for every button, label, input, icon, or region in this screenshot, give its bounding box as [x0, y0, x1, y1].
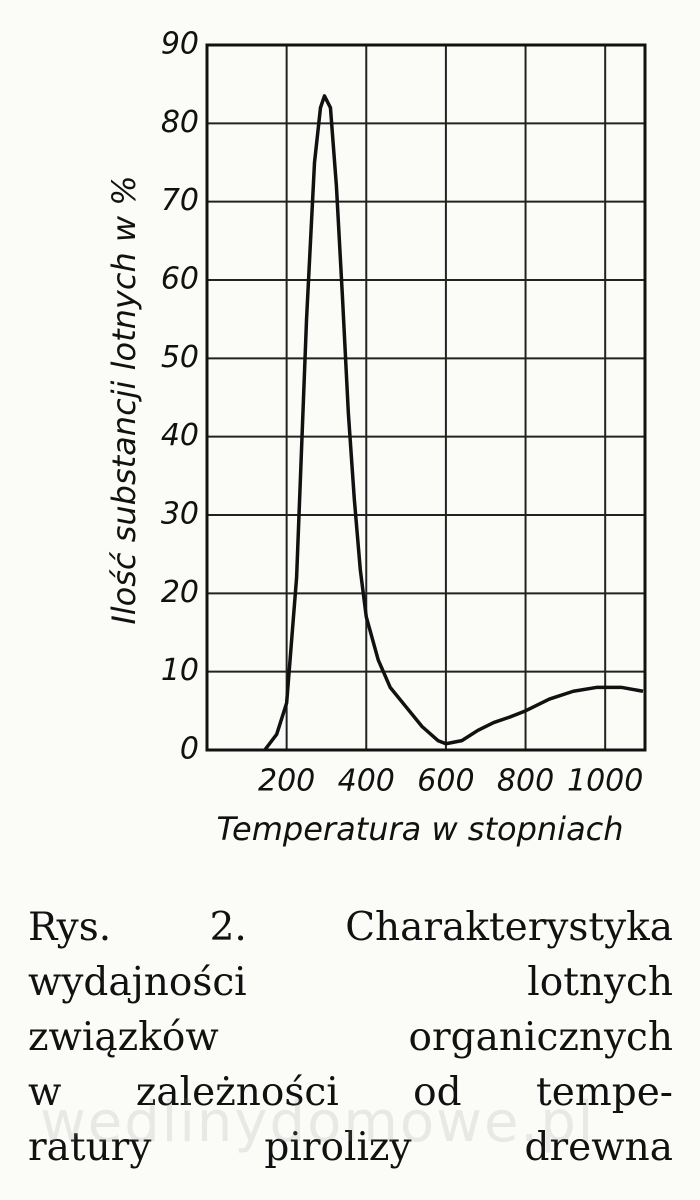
y-axis-label: Ilość substancji lotnych w %	[105, 175, 143, 624]
y-tick-label: 30	[161, 497, 199, 532]
y-tick-label: 80	[161, 105, 199, 140]
y-tick-label: 70	[161, 183, 199, 218]
x-tick-label: 600	[417, 764, 474, 799]
y-tick-label: 40	[161, 418, 199, 453]
y-tick-label: 50	[161, 340, 199, 375]
caption: Rys. 2. Charakterystyka wydajności lotnyc…	[28, 900, 673, 1175]
caption-line: w zależności od tempe-	[28, 1070, 673, 1115]
chart: Temperatura w stopniach Ilość substancji…	[105, 27, 647, 848]
y-tick-label: 0	[180, 732, 199, 767]
caption-line: Rys. 2. Charakterystyka	[28, 905, 673, 950]
caption-line: ratury pirolizy drewna	[28, 1125, 673, 1170]
y-tick-label: 90	[161, 27, 199, 62]
x-tick-label: 400	[338, 764, 395, 799]
caption-line: związków organicznych	[28, 1015, 673, 1060]
x-tick-label: 1000	[567, 764, 643, 799]
y-tick-label: 20	[161, 575, 199, 610]
data-line	[263, 94, 644, 752]
y-tick-label: 10	[161, 653, 199, 688]
x-axis-label: Temperatura w stopniach	[216, 810, 623, 848]
x-tick-label: 800	[497, 764, 554, 799]
caption-line: wydajności lotnych	[28, 960, 673, 1005]
watermark: wedlinydomowe.pl	[40, 1090, 596, 1155]
plot-frame	[205, 43, 647, 752]
y-tick-label: 60	[161, 262, 199, 297]
x-tick-label: 200	[258, 764, 315, 799]
